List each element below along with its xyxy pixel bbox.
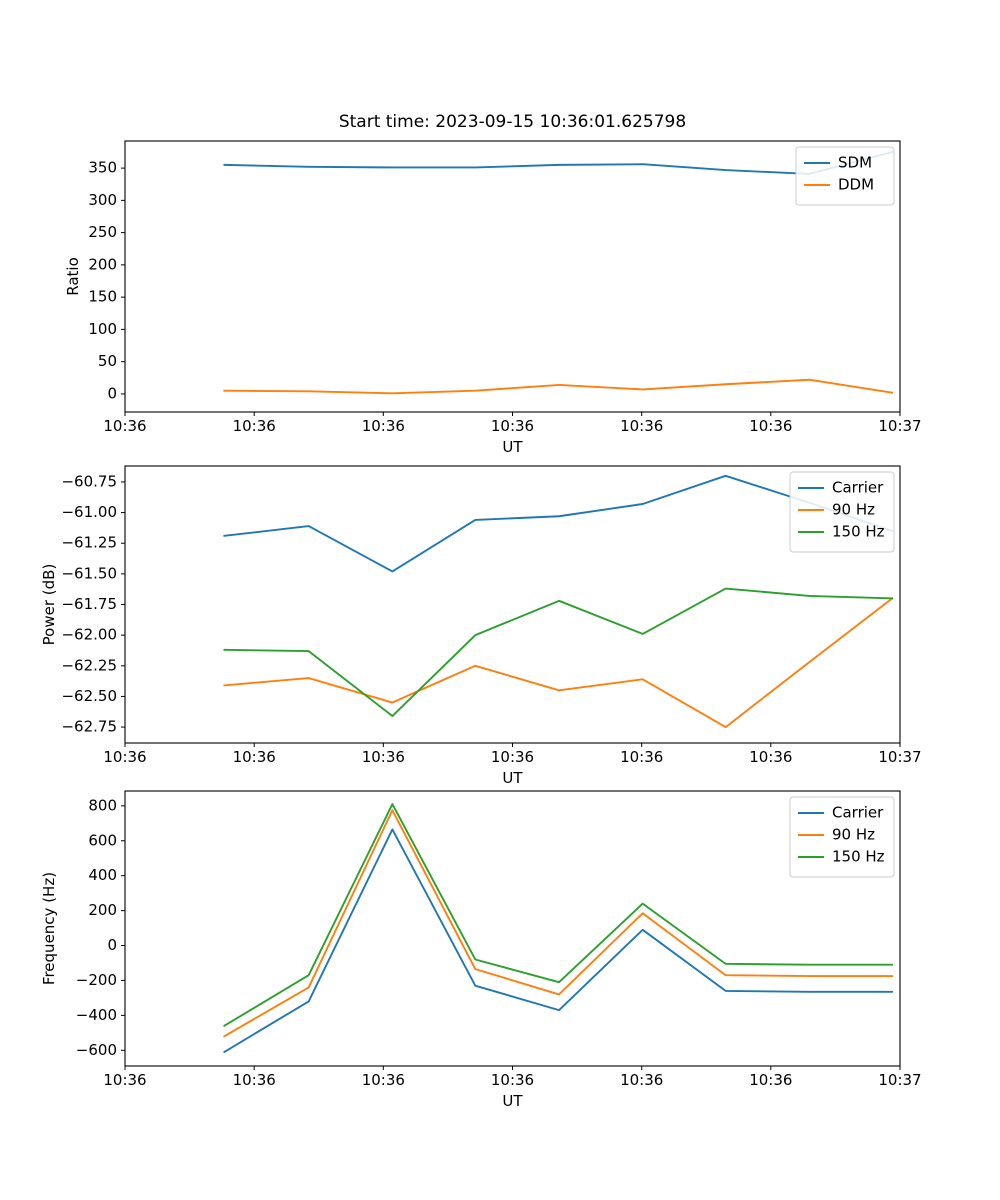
legend-label-90-hz: 90 Hz [832,501,875,519]
y-ticklabel: 250 [88,223,117,241]
y-ticklabel: −62.75 [61,718,117,736]
x-ticklabel: 10:36 [103,417,146,435]
x-ticklabel: 10:36 [620,1071,663,1089]
x-ticklabel: 10:36 [103,1071,146,1089]
data-line-150-hz [223,803,894,1027]
y-ticklabel: 400 [88,866,117,884]
y-ticklabel: −61.25 [61,534,117,552]
y-ticklabel: −61.00 [61,503,117,521]
data-line-ddm [223,378,894,395]
x-ticklabel: 10:36 [491,1071,534,1089]
y-ticklabel: 350 [88,159,117,177]
x-ticklabel: 10:36 [491,417,534,435]
x-ticklabel: 10:36 [491,748,534,766]
x-ticklabel: 10:37 [878,748,921,766]
x-ticklabel: 10:36 [233,1071,276,1089]
subplot-frequency: 10:36 10:36 10:36 10:36 10:36 10:36 10:37 UT −60… [40,790,922,1110]
x-ticklabel: 10:36 [233,417,276,435]
x-ticklabel: 10:36 [362,417,405,435]
y-ticklabel: 200 [88,901,117,919]
subplot-ratio: Start time: 2023-09-15 10:36:01.625798 10… [64,112,922,456]
y-ticklabel: −600 [76,1041,117,1059]
data-line-150-hz [223,587,894,717]
x-ticklabel: 10:37 [878,417,921,435]
y-ticklabel: −62.25 [61,656,117,674]
data-line-carrier [223,474,894,573]
y-ticklabel: −400 [76,1006,117,1024]
data-line-carrier [223,828,894,1053]
x-ticklabel: 10:36 [749,748,792,766]
x-ticklabel: 10:36 [362,748,405,766]
x-ticklabel: 10:36 [103,748,146,766]
x-ticklabel: 10:36 [749,1071,792,1089]
y-ticklabel: −60.75 [61,472,117,490]
legend-panel-ratio: SDM DDM [795,146,895,206]
y-ticklabel: 0 [107,936,117,954]
y-ticklabel: −61.50 [61,564,117,582]
x-ticklabel: 10:37 [878,1071,921,1089]
legend-label-carrier: Carrier [832,804,884,822]
data-line-90-hz [223,809,894,1038]
y-ticklabel: 0 [107,384,117,402]
y-ticklabel: 100 [88,320,117,338]
legend-panel-power: Carrier 90 Hz 150 Hz [789,471,895,553]
y-ticklabel: 200 [88,255,117,273]
y-ticklabel: 300 [88,191,117,209]
data-line-sdm [223,151,894,175]
x-ticklabel: 10:36 [620,748,663,766]
y-ticklabel: 50 [98,352,117,370]
legend-label-90-hz: 90 Hz [832,826,875,844]
legend-label-150-hz: 150 Hz [832,523,885,541]
subplot-power: 10:36 10:36 10:36 10:36 10:36 10:36 10:37 UT −60… [40,465,922,787]
chart-title: Start time: 2023-09-15 10:36:01.625798 [339,112,686,132]
y-ticklabel: −200 [76,971,117,989]
x-axis-label: UT [502,1092,523,1110]
y-axis-label: Ratio [64,257,82,296]
legend-label-carrier: Carrier [832,479,884,497]
x-ticklabel: 10:36 [749,417,792,435]
y-ticklabel: −61.75 [61,595,117,613]
x-axis-label: UT [502,769,523,787]
legend-label-ddm: DDM [838,176,874,194]
legend-panel-frequency: Carrier 90 Hz 150 Hz [789,796,895,878]
x-ticklabel: 10:36 [233,748,276,766]
y-ticklabel: −62.00 [61,626,117,644]
y-ticklabel: 800 [88,796,117,814]
y-ticklabel: 150 [88,288,117,306]
x-axis-label: UT [502,438,523,456]
x-ticklabel: 10:36 [620,417,663,435]
data-line-90-hz [223,597,894,729]
y-axis-label: Power (dB) [40,564,58,646]
legend-label-sdm: SDM [838,154,872,172]
legend-label-150-hz: 150 Hz [832,848,885,866]
legend-box [795,146,895,206]
axes-frame [124,790,901,1067]
axes-frame [124,140,901,413]
y-ticklabel: 600 [88,831,117,849]
x-ticklabel: 10:36 [362,1071,405,1089]
axes-frame [124,465,901,744]
y-ticklabel: −62.50 [61,687,117,705]
y-axis-label: Frequency (Hz) [40,872,58,985]
